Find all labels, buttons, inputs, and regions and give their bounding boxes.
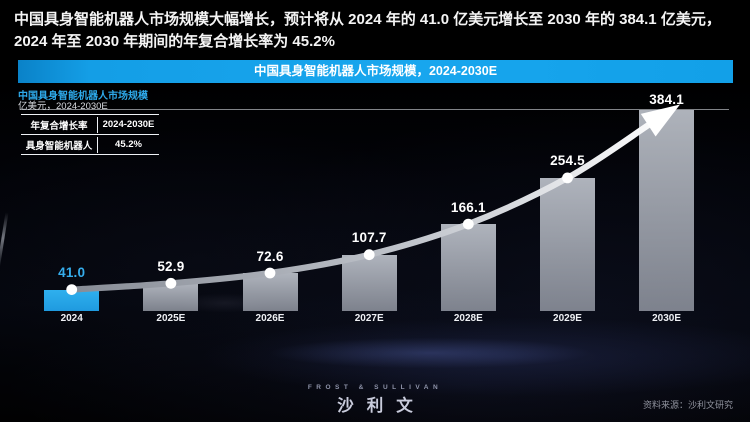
bar-2025E	[143, 283, 199, 311]
cagr-table: 年复合增长率 2024-2030E 具身智能机器人 45.2%	[21, 114, 159, 155]
cagr-row-label: 具身智能机器人	[25, 140, 93, 152]
value-label-2027E: 107.7	[351, 230, 387, 246]
cagr-row-value: 45.2%	[97, 136, 159, 153]
bar-2030E	[639, 110, 695, 311]
logo-cn-text: 沙利文	[337, 397, 426, 415]
bar-2027E	[341, 254, 397, 311]
x-tick-2024: 2024	[60, 313, 83, 324]
x-tick-2028E: 2028E	[453, 313, 483, 324]
bar-2024	[44, 289, 100, 311]
bar-2026E	[242, 273, 298, 311]
value-label-2029E: 254.5	[550, 153, 585, 169]
cagr-header-period: 2024-2030E	[97, 116, 159, 133]
value-label-2024: 41.0	[58, 265, 86, 281]
value-label-2026E: 72.6	[256, 248, 284, 264]
x-tick-2030E: 2030E	[652, 313, 682, 324]
bar-2028E	[440, 224, 496, 311]
bar-2029E	[540, 177, 595, 311]
x-tick-2027E: 2027E	[354, 313, 384, 324]
x-tick-2025E: 2025E	[156, 313, 186, 324]
value-label-2025E: 52.9	[157, 258, 185, 274]
value-label-2028E: 166.1	[450, 199, 486, 215]
cagr-table-header-row: 年复合增长率 2024-2030E	[21, 115, 159, 135]
chart-subtitle: 亿美元，2024-2030E	[18, 101, 108, 112]
logo-en-text: FROST & SULLIVAN	[307, 384, 443, 391]
section-banner: 中国具身智能机器人市场规模，2024-2030E	[18, 60, 733, 83]
cagr-header-metric: 年复合增长率	[30, 120, 88, 132]
x-tick-2026E: 2026E	[255, 313, 285, 324]
chart-title: 中国具身智能机器人市场规模	[18, 91, 148, 102]
light-streak	[0, 212, 9, 270]
headline-text: 中国具身智能机器人市场规模大幅增长，预计将从 2024 年的 41.0 亿美元增…	[14, 11, 721, 50]
frost-sullivan-logo: FROST & SULLIVAN 沙利文	[0, 384, 750, 416]
value-label-2030E: 384.1	[649, 91, 684, 107]
chart-divider-line	[20, 109, 729, 110]
x-tick-2029E: 2029E	[553, 313, 582, 324]
cagr-table-data-row: 具身智能机器人 45.2%	[21, 135, 159, 154]
source-note: 资料来源：沙利文研究	[642, 400, 733, 410]
